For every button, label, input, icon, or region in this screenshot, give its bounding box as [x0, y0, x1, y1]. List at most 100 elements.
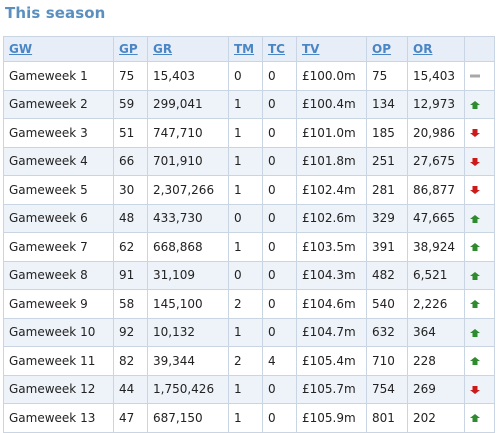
team-value-cell: £101.8m — [296, 146, 367, 176]
rank-up-arrow-icon — [470, 414, 480, 423]
overall-points-cell: 75 — [366, 61, 408, 91]
col-header-gameweek-points[interactable]: GP — [113, 36, 148, 62]
gameweek-points-cell: 59 — [113, 89, 148, 119]
gameweek-points-cell: 51 — [113, 118, 148, 148]
rank-movement-cell — [464, 260, 495, 290]
col-header-overall-rank-label[interactable]: OR — [413, 42, 433, 56]
rank-down-arrow-icon — [470, 129, 480, 138]
gameweek-cell: Gameweek 1 — [3, 61, 114, 91]
transfer-cost-cell: 0 — [262, 289, 297, 319]
col-header-gameweek-points-label[interactable]: GP — [119, 42, 138, 56]
transfers-made-cell: 1 — [228, 232, 263, 262]
rank-movement-cell — [464, 403, 495, 433]
transfer-cost-cell: 0 — [262, 175, 297, 205]
gameweek-cell: Gameweek 13 — [3, 403, 114, 433]
gameweek-rank-cell: 10,132 — [147, 317, 229, 347]
rank-movement-cell — [464, 317, 495, 347]
table-row: Gameweek 3 51 747,710 1 0 £101.0m 185 20,986 — [3, 118, 495, 148]
transfers-made-cell: 1 — [228, 175, 263, 205]
gameweek-points-cell: 66 — [113, 146, 148, 176]
col-header-gameweek-rank-label[interactable]: GR — [153, 42, 173, 56]
gameweek-points-cell: 44 — [113, 374, 148, 404]
overall-points-cell: 801 — [366, 403, 408, 433]
transfers-made-cell: 2 — [228, 289, 263, 319]
transfers-made-cell: 1 — [228, 403, 263, 433]
col-header-movement — [464, 36, 495, 62]
transfer-cost-cell: 0 — [262, 260, 297, 290]
overall-rank-cell: 364 — [407, 317, 465, 347]
gameweek-rank-cell: 433,730 — [147, 203, 229, 233]
overall-points-cell: 482 — [366, 260, 408, 290]
overall-rank-cell: 6,521 — [407, 260, 465, 290]
rank-unchanged-icon — [470, 72, 480, 80]
table-row: Gameweek 2 59 299,041 1 0 £100.4m 134 12,973 — [3, 89, 495, 119]
overall-points-cell: 281 — [366, 175, 408, 205]
col-header-team-value[interactable]: TV — [296, 36, 367, 62]
transfers-made-cell: 0 — [228, 203, 263, 233]
col-header-transfers-made[interactable]: TM — [228, 36, 263, 62]
col-header-transfer-cost-label[interactable]: TC — [268, 42, 285, 56]
gameweek-points-cell: 48 — [113, 203, 148, 233]
overall-rank-cell: 269 — [407, 374, 465, 404]
gameweek-cell: Gameweek 8 — [3, 260, 114, 290]
rank-down-arrow-icon — [470, 186, 480, 195]
col-header-transfers-made-label[interactable]: TM — [234, 42, 255, 56]
team-value-cell: £105.9m — [296, 403, 367, 433]
gameweek-rank-cell: 299,041 — [147, 89, 229, 119]
transfers-made-cell: 0 — [228, 260, 263, 290]
col-header-team-value-label[interactable]: TV — [302, 42, 320, 56]
col-header-overall-rank[interactable]: OR — [407, 36, 465, 62]
table-row: Gameweek 8 91 31,109 0 0 £104.3m 482 6,521 — [3, 260, 495, 290]
rank-up-arrow-icon — [470, 271, 480, 280]
table-row: Gameweek 10 92 10,132 1 0 £104.7m 632 364 — [3, 317, 495, 347]
transfers-made-cell: 1 — [228, 146, 263, 176]
rank-up-arrow-icon — [470, 243, 480, 252]
rank-up-arrow-icon — [470, 300, 480, 309]
transfer-cost-cell: 0 — [262, 89, 297, 119]
gameweek-cell: Gameweek 6 — [3, 203, 114, 233]
overall-points-cell: 754 — [366, 374, 408, 404]
col-header-gameweek-label[interactable]: GW — [9, 42, 33, 56]
col-header-overall-points-label[interactable]: OP — [372, 42, 391, 56]
table-row: Gameweek 5 30 2,307,266 1 0 £102.4m 281 86,877 — [3, 175, 495, 205]
col-header-overall-points[interactable]: OP — [366, 36, 408, 62]
transfers-made-cell: 1 — [228, 317, 263, 347]
gameweek-cell: Gameweek 5 — [3, 175, 114, 205]
rank-movement-cell — [464, 346, 495, 376]
col-header-gameweek[interactable]: GW — [3, 36, 114, 62]
table-header-row: GW GP GR TM TC TV OP OR — [3, 36, 495, 62]
col-header-transfer-cost[interactable]: TC — [262, 36, 297, 62]
team-value-cell: £101.0m — [296, 118, 367, 148]
team-value-cell: £100.4m — [296, 89, 367, 119]
gameweek-points-cell: 47 — [113, 403, 148, 433]
gameweek-rank-cell: 1,750,426 — [147, 374, 229, 404]
transfers-made-cell: 2 — [228, 346, 263, 376]
gameweek-rank-cell: 668,868 — [147, 232, 229, 262]
transfer-cost-cell: 0 — [262, 374, 297, 404]
team-value-cell: £104.7m — [296, 317, 367, 347]
gameweek-cell: Gameweek 12 — [3, 374, 114, 404]
overall-rank-cell: 20,986 — [407, 118, 465, 148]
transfer-cost-cell: 0 — [262, 317, 297, 347]
transfer-cost-cell: 0 — [262, 61, 297, 91]
table-body: Gameweek 1 75 15,403 0 0 £100.0m 75 15,403 Gamew… — [3, 61, 495, 433]
section-title: This season — [5, 4, 106, 22]
overall-points-cell: 391 — [366, 232, 408, 262]
overall-points-cell: 185 — [366, 118, 408, 148]
rank-movement-cell — [464, 61, 495, 91]
rank-movement-cell — [464, 118, 495, 148]
overall-rank-cell: 228 — [407, 346, 465, 376]
table-row: Gameweek 9 58 145,100 2 0 £104.6m 540 2,226 — [3, 289, 495, 319]
rank-up-arrow-icon — [470, 357, 480, 366]
transfer-cost-cell: 0 — [262, 403, 297, 433]
transfers-made-cell: 1 — [228, 118, 263, 148]
table-row: Gameweek 12 44 1,750,426 1 0 £105.7m 754 269 — [3, 374, 495, 404]
season-history-table: GW GP GR TM TC TV OP OR Gameweek 1 75 15,4… — [3, 36, 495, 433]
rank-movement-cell — [464, 374, 495, 404]
gameweek-rank-cell: 145,100 — [147, 289, 229, 319]
team-value-cell: £105.4m — [296, 346, 367, 376]
rank-up-arrow-icon — [470, 328, 480, 337]
rank-down-arrow-icon — [470, 157, 480, 166]
transfer-cost-cell: 4 — [262, 346, 297, 376]
col-header-gameweek-rank[interactable]: GR — [147, 36, 229, 62]
